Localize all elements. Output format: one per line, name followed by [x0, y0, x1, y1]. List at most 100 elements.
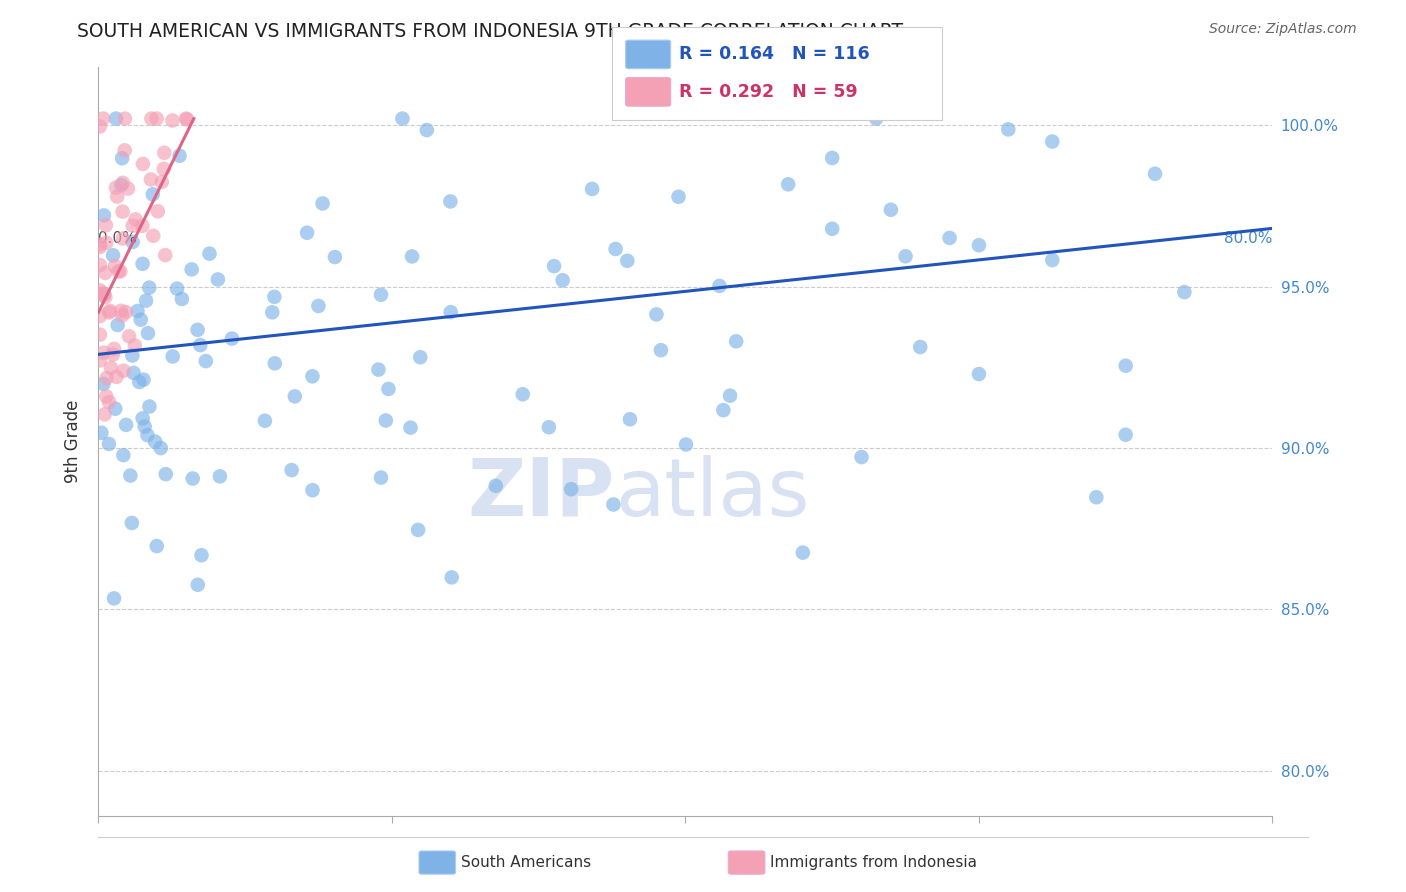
Point	[967, 367, 990, 381]
Point	[439, 194, 461, 209]
Point	[89, 240, 111, 254]
Point	[127, 304, 149, 318]
Point	[121, 219, 143, 233]
Point	[323, 250, 346, 264]
Point	[93, 286, 115, 301]
Point	[187, 323, 209, 337]
Point	[602, 498, 624, 512]
Point	[94, 266, 117, 280]
Point	[89, 353, 111, 368]
Point	[120, 468, 142, 483]
Point	[124, 338, 146, 352]
Point	[132, 373, 155, 387]
Point	[938, 231, 960, 245]
Point	[117, 181, 139, 195]
Point	[370, 287, 392, 301]
Point	[851, 450, 873, 464]
Point	[910, 340, 932, 354]
Point	[263, 290, 285, 304]
Point	[280, 463, 302, 477]
Point	[146, 204, 169, 219]
Point	[131, 411, 153, 425]
Point	[98, 395, 121, 409]
Point	[221, 332, 243, 346]
Point	[301, 483, 323, 498]
Point	[94, 290, 117, 304]
Point	[98, 305, 121, 319]
Text: atlas: atlas	[614, 455, 810, 533]
Point	[512, 387, 534, 401]
Point	[138, 400, 160, 414]
Point	[207, 272, 229, 286]
Point	[100, 360, 122, 375]
Point	[401, 249, 423, 263]
Point	[111, 151, 134, 165]
Point	[149, 441, 172, 455]
Point	[112, 448, 135, 462]
Text: Immigrants from Indonesia: Immigrants from Indonesia	[770, 855, 977, 870]
Point	[253, 414, 276, 428]
Point	[89, 237, 111, 252]
Point	[101, 348, 124, 362]
Point	[153, 248, 176, 262]
Point	[162, 113, 184, 128]
Point	[145, 112, 167, 126]
Point	[153, 145, 176, 160]
Point	[93, 208, 115, 222]
Point	[190, 548, 212, 562]
Point	[560, 482, 582, 496]
Point	[307, 299, 329, 313]
Point	[105, 369, 128, 384]
Point	[1115, 359, 1137, 373]
Point	[98, 303, 121, 318]
Point	[142, 228, 165, 243]
Point	[107, 318, 129, 332]
Point	[997, 122, 1019, 136]
Point	[101, 248, 124, 262]
Point	[93, 407, 115, 421]
Point	[581, 182, 603, 196]
Point	[409, 350, 432, 364]
Point	[391, 112, 413, 126]
Point	[440, 305, 463, 319]
Point	[91, 112, 114, 126]
Point	[135, 293, 157, 308]
Point	[131, 219, 153, 233]
Point	[725, 334, 748, 349]
Point	[121, 349, 143, 363]
Point	[967, 238, 990, 252]
Point	[792, 546, 814, 560]
Point	[139, 172, 162, 186]
Point	[367, 362, 389, 376]
Point	[166, 282, 188, 296]
Point	[1144, 167, 1167, 181]
Text: SOUTH AMERICAN VS IMMIGRANTS FROM INDONESIA 9TH GRADE CORRELATION CHART: SOUTH AMERICAN VS IMMIGRANTS FROM INDONE…	[77, 22, 904, 41]
Text: 0.0%: 0.0%	[98, 231, 138, 246]
Point	[97, 437, 120, 451]
Point	[104, 259, 127, 273]
Point	[880, 202, 903, 217]
Point	[543, 259, 565, 273]
Point	[551, 273, 574, 287]
Point	[311, 196, 333, 211]
Point	[194, 354, 217, 368]
Text: R = 0.164   N = 116: R = 0.164 N = 116	[679, 45, 870, 63]
Point	[778, 178, 800, 192]
Point	[181, 471, 204, 485]
Point	[89, 309, 111, 323]
Text: ZIP: ZIP	[468, 455, 614, 533]
Point	[110, 178, 132, 192]
Text: R = 0.292   N = 59: R = 0.292 N = 59	[679, 83, 858, 101]
Point	[374, 413, 396, 427]
Point	[301, 369, 323, 384]
Point	[114, 144, 136, 158]
Point	[132, 157, 155, 171]
Point	[142, 187, 165, 202]
Point	[93, 376, 115, 391]
Text: South Americans: South Americans	[461, 855, 592, 870]
Point	[198, 246, 221, 260]
Point	[208, 469, 231, 483]
Point	[143, 434, 166, 449]
Point	[675, 437, 697, 451]
Point	[176, 112, 198, 127]
